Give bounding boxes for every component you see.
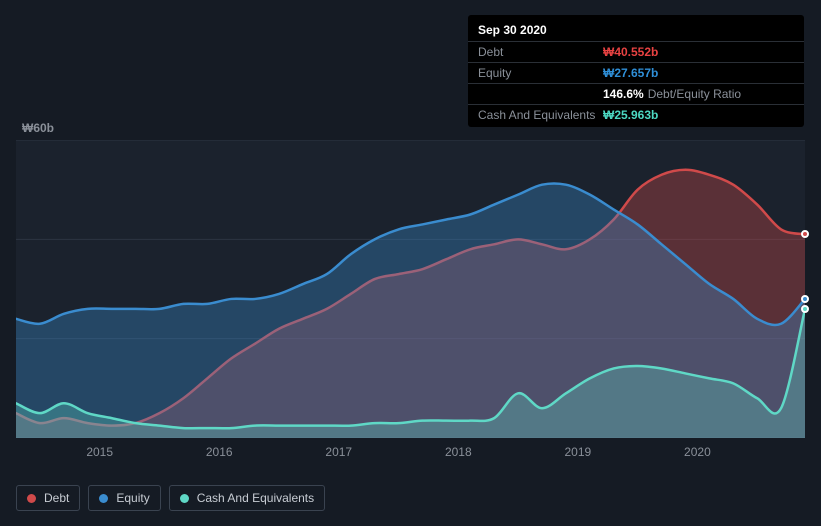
tooltip-row: Equity₩27.657b bbox=[468, 62, 804, 83]
data-marker bbox=[801, 295, 809, 303]
tooltip-row-label bbox=[478, 87, 603, 101]
chart-tooltip: Sep 30 2020 Debt₩40.552bEquity₩27.657b14… bbox=[468, 15, 804, 127]
tooltip-row: Cash And Equivalents₩25.963b bbox=[468, 104, 804, 125]
legend-dot-icon bbox=[27, 494, 36, 503]
tooltip-row-label: Cash And Equivalents bbox=[478, 108, 603, 122]
x-axis-tick-label: 2016 bbox=[206, 445, 233, 459]
tooltip-row-label: Debt bbox=[478, 45, 603, 59]
legend-dot-icon bbox=[180, 494, 189, 503]
data-marker bbox=[801, 305, 809, 313]
tooltip-row-suffix: Debt/Equity Ratio bbox=[648, 87, 741, 101]
y-axis-max-label: ₩60b bbox=[22, 121, 54, 135]
tooltip-row-value: ₩40.552b bbox=[603, 45, 658, 59]
x-axis-tick-label: 2018 bbox=[445, 445, 472, 459]
x-axis-tick-label: 2020 bbox=[684, 445, 711, 459]
legend-item[interactable]: Debt bbox=[16, 485, 80, 511]
tooltip-row: Debt₩40.552b bbox=[468, 41, 804, 62]
chart-area[interactable] bbox=[16, 140, 805, 438]
x-axis-labels: 2015 2016 2017 2018 2019 2020 bbox=[16, 445, 805, 461]
chart-svg bbox=[16, 140, 805, 438]
tooltip-row-label: Equity bbox=[478, 66, 603, 80]
legend-label: Debt bbox=[44, 491, 69, 505]
legend-label: Cash And Equivalents bbox=[197, 491, 314, 505]
x-axis-tick-label: 2015 bbox=[86, 445, 113, 459]
legend-dot-icon bbox=[99, 494, 108, 503]
tooltip-row: 146.6%Debt/Equity Ratio bbox=[468, 83, 804, 104]
tooltip-row-value: 146.6%Debt/Equity Ratio bbox=[603, 87, 741, 101]
x-axis-tick-label: 2017 bbox=[325, 445, 352, 459]
legend-item[interactable]: Cash And Equivalents bbox=[169, 485, 325, 511]
x-axis-tick-label: 2019 bbox=[565, 445, 592, 459]
legend: Debt Equity Cash And Equivalents bbox=[16, 485, 325, 511]
tooltip-row-value: ₩25.963b bbox=[603, 108, 658, 122]
tooltip-date: Sep 30 2020 bbox=[468, 21, 804, 41]
legend-item[interactable]: Equity bbox=[88, 485, 160, 511]
legend-label: Equity bbox=[116, 491, 149, 505]
tooltip-row-value: ₩27.657b bbox=[603, 66, 658, 80]
data-marker bbox=[801, 230, 809, 238]
